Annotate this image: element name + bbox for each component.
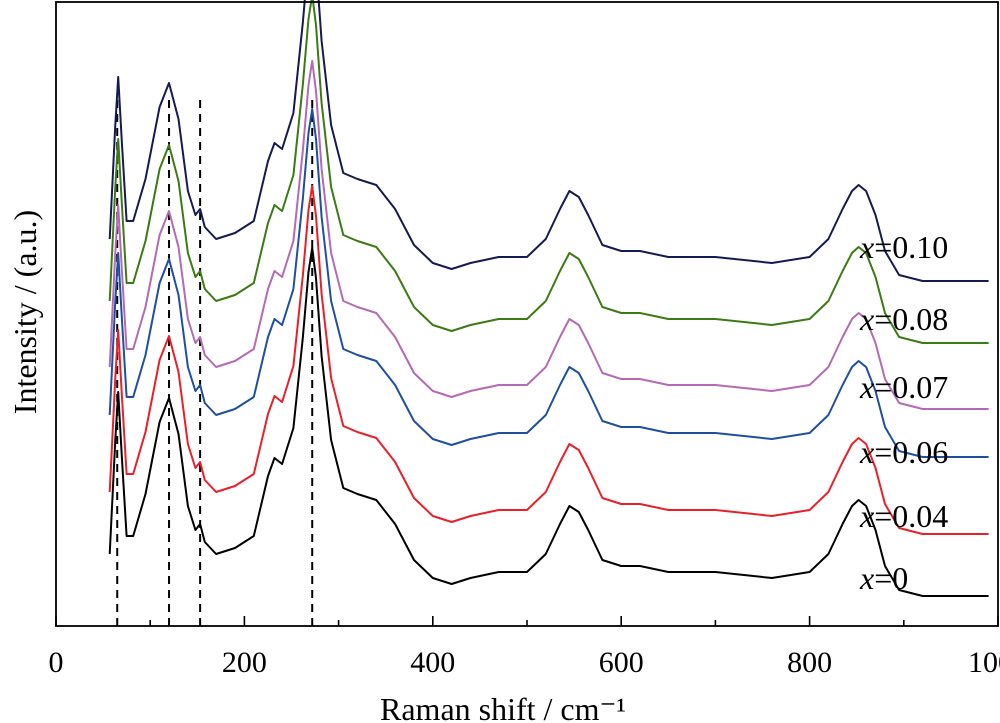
series-label-3: x=0.07 bbox=[859, 369, 948, 405]
x-axis-ticks: 0 200 400 600 800 1000 bbox=[49, 616, 1000, 679]
series-line-2 bbox=[108, 108, 989, 458]
series-label-5: x=0.10 bbox=[859, 229, 948, 265]
x-tick-label: 200 bbox=[222, 646, 267, 679]
series-line-5 bbox=[108, 0, 989, 282]
x-tick-label: 600 bbox=[599, 646, 644, 679]
series-label-2: x=0.06 bbox=[859, 434, 948, 470]
series-label-1: x=0.04 bbox=[859, 498, 948, 534]
x-tick-label: 1000 bbox=[968, 646, 1000, 679]
series-label-0: x=0 bbox=[859, 560, 908, 596]
series-line-0 bbox=[108, 247, 989, 597]
x-axis-title: Raman shift / cm⁻¹ bbox=[380, 691, 626, 723]
series-line-3 bbox=[108, 60, 989, 410]
series-line-1 bbox=[108, 185, 989, 535]
series-group bbox=[108, 0, 989, 597]
y-axis-title: Intensity / (a.u.) bbox=[7, 210, 43, 414]
x-tick-label: 800 bbox=[787, 646, 832, 679]
series-label-4: x=0.08 bbox=[859, 301, 948, 337]
x-tick-label: 400 bbox=[410, 646, 455, 679]
series-line-4 bbox=[108, 0, 989, 344]
x-tick-label: 0 bbox=[49, 646, 64, 679]
series-labels: x=0 x=0.04 x=0.06 x=0.07 x=0.08 x=0.10 bbox=[859, 229, 948, 596]
